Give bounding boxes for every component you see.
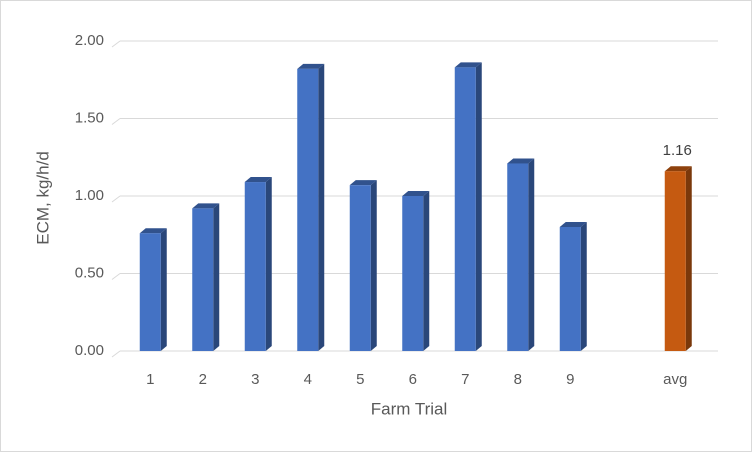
bar xyxy=(664,171,686,351)
x-tick-label: avg xyxy=(663,371,687,388)
bar-side xyxy=(160,228,167,351)
grid-line-wall xyxy=(111,118,121,125)
x-axis-title: Farm Trial xyxy=(371,399,448,418)
bar-top xyxy=(192,203,220,209)
x-tick-label: 4 xyxy=(304,371,312,388)
bar-top xyxy=(664,166,692,172)
bar-top xyxy=(244,177,272,183)
x-tick-label: 5 xyxy=(356,371,364,388)
bar-top xyxy=(454,62,482,68)
bar-side xyxy=(265,177,272,351)
x-tick-label: 9 xyxy=(566,371,574,388)
bar-side xyxy=(423,191,430,351)
x-tick-label: 1 xyxy=(146,371,154,388)
bar-top xyxy=(402,191,430,196)
bar-side xyxy=(318,63,325,352)
bar-side xyxy=(475,62,482,351)
bar-top xyxy=(507,158,535,164)
bar-side xyxy=(370,180,377,351)
bar xyxy=(349,185,371,351)
y-tick-label: 1.50 xyxy=(75,109,104,126)
y-tick-label: 0.00 xyxy=(75,342,104,359)
y-tick-label: 2.00 xyxy=(75,32,104,49)
grid-line-wall xyxy=(111,350,121,358)
bar xyxy=(454,67,476,351)
bar-top xyxy=(297,63,325,69)
bar xyxy=(139,233,161,351)
bar xyxy=(297,68,319,352)
bar-side xyxy=(528,158,535,351)
y-tick-label: 0.50 xyxy=(75,264,104,281)
x-tick-label: 8 xyxy=(514,371,522,388)
grid-line-wall xyxy=(111,195,121,203)
x-tick-label: 3 xyxy=(251,371,259,388)
bar-top xyxy=(139,228,167,234)
bar-side xyxy=(685,166,692,351)
bar-top xyxy=(559,222,587,227)
bar xyxy=(244,182,266,351)
y-tick-label: 1.00 xyxy=(75,187,104,204)
bar xyxy=(192,208,214,351)
bar xyxy=(507,163,529,351)
grid-line-wall xyxy=(111,273,121,280)
bar-side xyxy=(580,222,587,351)
y-axis-title: ECM, kg/h/d xyxy=(33,151,52,245)
bar xyxy=(402,196,424,351)
grid-line-wall xyxy=(111,40,121,48)
x-tick-label: 7 xyxy=(461,371,469,388)
x-tick-label: 2 xyxy=(199,371,207,388)
bar-top xyxy=(349,180,377,186)
data-label: 1.16 xyxy=(663,142,692,159)
bar-side xyxy=(213,203,220,351)
bar xyxy=(559,227,581,351)
x-tick-label: 6 xyxy=(409,371,417,388)
